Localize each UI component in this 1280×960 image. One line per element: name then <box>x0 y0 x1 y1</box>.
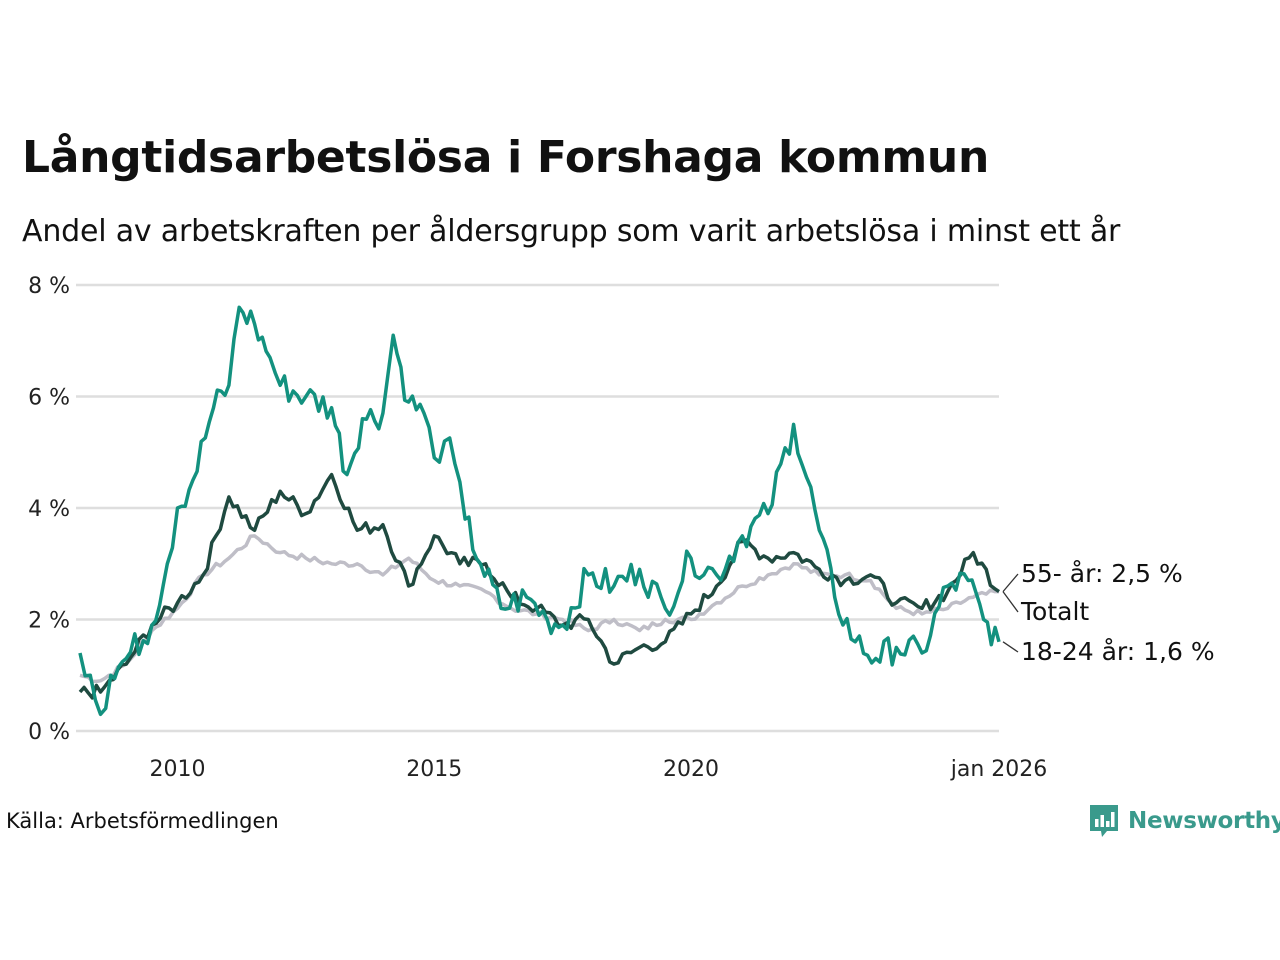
brand-name: Newsworthy <box>1128 808 1280 834</box>
y-tick-label: 8 % <box>28 274 70 299</box>
brand-logo: Newsworthy <box>1088 803 1280 839</box>
newsworthy-logo-icon <box>1090 805 1118 837</box>
x-axis-ticks: 2010 2015 2020 jan 2026 <box>150 757 1048 782</box>
y-tick-label: 0 % <box>28 720 70 745</box>
x-tick-label: 2010 <box>150 757 206 782</box>
grid-lines <box>76 283 999 733</box>
end-label-total: Totalt <box>1020 597 1089 626</box>
leader-line <box>1002 641 1019 653</box>
chart-subtitle: Andel av arbetskraften per åldersgrupp s… <box>22 214 1121 249</box>
x-tick-label: 2020 <box>663 757 719 782</box>
series-lines <box>78 305 1001 717</box>
y-tick-label: 4 % <box>28 497 70 522</box>
series-line-young <box>78 305 1001 717</box>
chart-title: Långtidsarbetslösa i Forshaga kommun <box>22 132 989 183</box>
y-tick-label: 6 % <box>28 386 70 411</box>
series-line-old <box>78 472 1000 700</box>
x-tick-label: 2015 <box>406 757 462 782</box>
x-tick-label: jan 2026 <box>950 757 1048 782</box>
end-labels: Totalt 55- år: 2,5 % 18-24 år: 1,6 % <box>1002 559 1215 666</box>
source-note: Källa: Arbetsförmedlingen <box>6 809 279 833</box>
leader-line <box>1002 591 1019 613</box>
leader-line <box>1002 573 1019 593</box>
end-label-old: 55- år: 2,5 % <box>1021 559 1183 588</box>
y-tick-label: 2 % <box>28 609 70 634</box>
y-axis-ticks: 0 % 2 % 4 % 6 % 8 % <box>28 274 70 745</box>
end-label-young: 18-24 år: 1,6 % <box>1021 637 1215 666</box>
